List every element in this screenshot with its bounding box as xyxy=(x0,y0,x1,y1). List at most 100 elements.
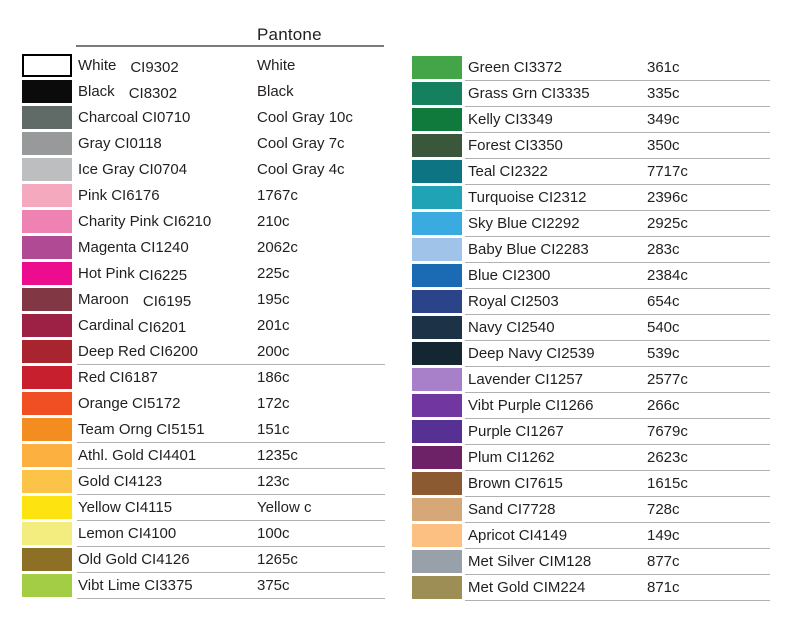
color-code: CI6176 xyxy=(111,187,160,204)
color-swatch xyxy=(412,264,462,287)
row-divider xyxy=(465,80,770,81)
color-name: Gold xyxy=(78,473,110,490)
color-label: Sand CI7728 xyxy=(468,501,555,518)
row-divider xyxy=(465,548,770,549)
color-label: Plum CI1262 xyxy=(468,449,555,466)
color-code: CI2283 xyxy=(540,241,589,258)
pantone-value: 172c xyxy=(257,395,290,412)
color-swatch xyxy=(412,238,462,261)
row-divider xyxy=(465,418,770,419)
color-row: Black CI8302 Black xyxy=(22,80,385,106)
color-row: Brown CI7615 1615c xyxy=(412,472,770,498)
color-swatch xyxy=(22,470,72,493)
color-code: CI3372 xyxy=(513,59,563,76)
color-row: Sky Blue CI2292 2925c xyxy=(412,212,770,238)
pantone-value: 210c xyxy=(257,213,290,230)
color-code: CI1262 xyxy=(506,449,555,466)
color-row: Royal CI2503 654c xyxy=(412,290,770,316)
color-name: Baby Blue xyxy=(468,241,537,258)
color-code: CI0710 xyxy=(142,109,191,126)
color-code: CI1266 xyxy=(545,397,594,414)
row-divider xyxy=(465,288,770,289)
color-code: CI5151 xyxy=(156,421,205,438)
color-name: Apricot xyxy=(468,527,515,544)
color-name: Hot Pink xyxy=(78,265,135,282)
pantone-value: 1235c xyxy=(257,447,298,464)
row-divider xyxy=(465,236,770,237)
color-label: Royal CI2503 xyxy=(468,293,559,310)
color-row: Baby Blue CI2283 283c xyxy=(412,238,770,264)
color-row: Team Orng CI5151 151c xyxy=(22,418,385,444)
color-name: Vibt Purple xyxy=(468,397,542,414)
color-row: Magenta CI1240 2062c xyxy=(22,236,385,262)
row-divider xyxy=(465,210,770,211)
color-name: Ice Gray xyxy=(78,161,135,178)
row-divider xyxy=(465,522,770,523)
color-swatch xyxy=(412,82,462,105)
pantone-value: 2925c xyxy=(647,215,688,232)
color-name: Gray xyxy=(78,135,111,152)
color-swatch xyxy=(412,290,462,313)
color-row: Met Silver CIM128 877c xyxy=(412,550,770,576)
color-label: Team Orng CI5151 xyxy=(78,421,205,438)
row-divider xyxy=(465,132,770,133)
color-name: Yellow xyxy=(78,499,121,516)
color-code: CI3350 xyxy=(514,137,563,154)
row-divider xyxy=(465,314,770,315)
color-row: White CI9302 White xyxy=(22,54,385,80)
color-label: Deep Red CI6200 xyxy=(78,343,198,360)
row-divider xyxy=(77,442,385,443)
color-row: Vibt Lime CI3375 375c xyxy=(22,574,385,600)
color-label: Hot Pink CI6225 xyxy=(78,265,187,284)
color-row: Ice Gray CI0704 Cool Gray 4c xyxy=(22,158,385,184)
color-name: Team Orng xyxy=(78,421,153,438)
color-label: Red CI6187 xyxy=(78,369,158,386)
color-label: Gray CI0118 xyxy=(78,135,162,152)
color-row: Hot Pink CI6225 225c xyxy=(22,262,385,288)
header-divider xyxy=(76,45,384,47)
color-label: Green CI3372 xyxy=(468,59,562,76)
pantone-value: 2384c xyxy=(647,267,688,284)
row-divider xyxy=(465,340,770,341)
color-code: CI1267 xyxy=(515,423,564,440)
color-row: Deep Navy CI2539 539c xyxy=(412,342,770,368)
color-code: CI6195 xyxy=(142,293,192,310)
color-label: White CI9302 xyxy=(78,57,179,76)
color-row: Deep Red CI6200 200c xyxy=(22,340,385,366)
row-divider xyxy=(465,158,770,159)
color-label: Grass Grn CI3335 xyxy=(468,85,590,102)
color-name: White xyxy=(78,57,117,74)
color-row: Lavender CI1257 2577c xyxy=(412,368,770,394)
color-code: CI6187 xyxy=(109,369,158,386)
color-name: Brown xyxy=(468,475,511,492)
color-name: Black xyxy=(78,83,115,100)
color-label: Magenta CI1240 xyxy=(78,239,189,256)
row-divider xyxy=(77,364,385,365)
color-swatch xyxy=(412,316,462,339)
color-name: Old Gold xyxy=(78,551,138,568)
color-code: CI2539 xyxy=(546,345,595,362)
color-row: Orange CI5172 172c xyxy=(22,392,385,418)
pantone-value: 200c xyxy=(257,343,290,360)
color-code: CI2322 xyxy=(499,163,548,180)
color-label: Gold CI4123 xyxy=(78,473,162,490)
row-divider xyxy=(465,106,770,107)
row-divider xyxy=(465,444,770,445)
pantone-value: 349c xyxy=(647,111,680,128)
color-name: Royal xyxy=(468,293,507,310)
pantone-value: 539c xyxy=(647,345,680,362)
color-row: Pink CI6176 1767c xyxy=(22,184,385,210)
pantone-value: 283c xyxy=(647,241,680,258)
color-row: Plum CI1262 2623c xyxy=(412,446,770,472)
pantone-value: 1767c xyxy=(257,187,298,204)
color-swatch xyxy=(412,186,462,209)
color-label: Charity Pink CI6210 xyxy=(78,213,211,230)
pantone-value: 186c xyxy=(257,369,290,386)
color-row: Old Gold CI4126 1265c xyxy=(22,548,385,574)
color-label: Yellow CI4115 xyxy=(78,499,172,516)
pantone-value: 350c xyxy=(647,137,680,154)
pantone-column-header: Pantone xyxy=(257,25,322,44)
color-code: CI1240 xyxy=(140,239,189,256)
color-swatch xyxy=(22,106,72,129)
color-name: Deep Red xyxy=(78,343,146,360)
